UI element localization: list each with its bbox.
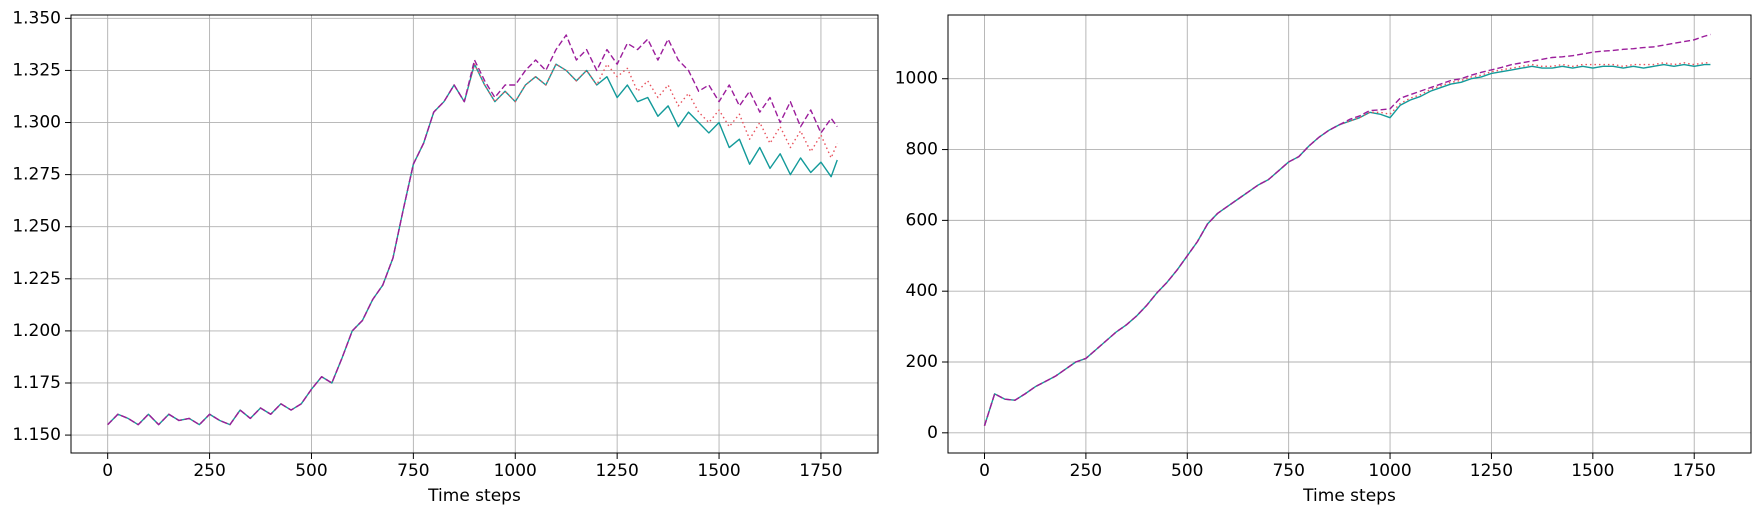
x-tick-label: 500	[1171, 461, 1203, 481]
plot-frame	[947, 14, 1752, 454]
panel: 1.150 1.175 1.200 1.225 1.250 1.275 1.300 1.325…	[12, 8, 879, 506]
x-tick-label: 1250	[1470, 461, 1513, 481]
y-tick-label: 1.225	[12, 269, 61, 289]
x-tick-label: 250	[1070, 461, 1102, 481]
x-tick-label: 1750	[799, 461, 842, 481]
y-tick-label: 1000	[895, 69, 938, 89]
series-line	[107, 63, 838, 426]
y-tick-label: 200	[906, 352, 938, 372]
series-line	[983, 63, 1711, 426]
y-tick-label: 1.250	[12, 217, 61, 237]
x-tick-label: 1750	[1673, 461, 1716, 481]
x-tick-label: 1500	[697, 461, 740, 481]
panel: 0 200 400 600 800 1000 0 250 500 750 1000 1250 1500 1…	[895, 14, 1752, 506]
y-tick-label: 1.175	[12, 373, 61, 393]
y-tick-label: 1.350	[12, 8, 61, 28]
x-tick-label: 0	[102, 461, 113, 481]
plot-frame	[70, 14, 879, 454]
x-tick-label: 750	[1272, 461, 1304, 481]
series-line	[107, 63, 838, 426]
series-line	[107, 34, 838, 426]
x-tick-label: 0	[979, 461, 990, 481]
y-tick-label: 400	[906, 281, 938, 301]
x-tick-label: 1000	[494, 461, 537, 481]
y-tick-label: 0	[927, 423, 938, 443]
x-tick-label: 750	[397, 461, 429, 481]
x-tick-label: 1000	[1368, 461, 1411, 481]
x-axis-label: Time steps	[1302, 486, 1396, 506]
x-tick-label: 250	[193, 461, 225, 481]
y-tick-label: 1.325	[12, 60, 61, 80]
y-tick-label: 1.150	[12, 425, 61, 445]
y-tick-label: 800	[906, 140, 938, 160]
y-tick-label: 1.300	[12, 113, 61, 133]
x-tick-label: 1250	[596, 461, 639, 481]
series-line	[983, 33, 1711, 426]
y-tick-label: 600	[906, 210, 938, 230]
series-line	[983, 62, 1711, 426]
x-axis-label: Time steps	[427, 486, 521, 506]
y-tick-label: 1.200	[12, 321, 61, 341]
x-tick-label: 500	[295, 461, 327, 481]
x-tick-label: 1500	[1571, 461, 1614, 481]
y-tick-label: 1.275	[12, 165, 61, 185]
